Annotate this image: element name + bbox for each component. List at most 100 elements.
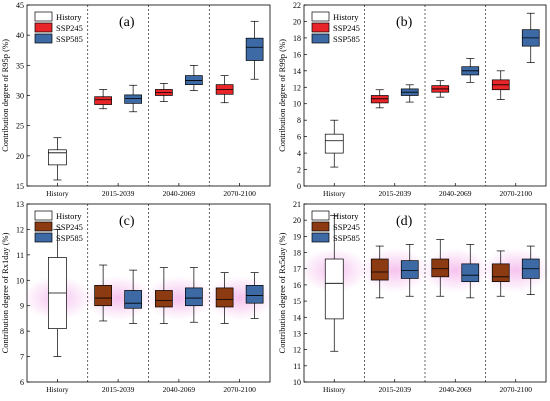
x-tick-label: 2070-2100 <box>500 189 533 198</box>
box-body <box>461 263 480 283</box>
y-tick-label: 2 <box>297 166 301 175</box>
box-ssp245-2040-2069 <box>155 83 173 102</box>
box-ssp585-2040-2069 <box>461 58 480 83</box>
x-tick-label: 2015-2039 <box>102 385 135 394</box>
y-tick-label: 18 <box>293 249 301 258</box>
box-ssp585-2015-2039 <box>124 269 142 324</box>
legend-swatch-ssp245 <box>311 221 330 232</box>
box-ssp245-2015-2039 <box>370 89 389 109</box>
y-tick-label: 10 <box>293 378 301 387</box>
y-tick-label: 25 <box>16 122 24 131</box>
legend-swatch-ssp585 <box>311 232 330 243</box>
y-tick-label: 40 <box>16 31 24 40</box>
panel-label: (b) <box>396 15 413 30</box>
legend-swatch-ssp585 <box>311 33 330 44</box>
y-tick-label: 10 <box>293 100 301 109</box>
y-tick-label: 16 <box>293 50 301 59</box>
y-tick-label: 30 <box>16 92 24 101</box>
box-ssp585-2070-2100 <box>521 12 540 63</box>
y-tick-label: 10 <box>16 276 24 285</box>
box-ssp245-2015-2039 <box>94 264 112 322</box>
box-ssp245-2040-2069 <box>431 80 450 98</box>
x-tick-label: 2070-2100 <box>223 189 256 198</box>
box-body <box>94 285 112 307</box>
box-ssp245-2070-2100 <box>491 70 510 100</box>
box-ssp585-2040-2069 <box>185 267 203 323</box>
box-ssp245-2015-2039 <box>94 89 112 110</box>
legend-swatch-history <box>311 11 330 22</box>
box-body <box>245 37 264 61</box>
panel-d: 10 11 12 13 14 15 16 17 18 19 20 21 History 2015-2039… <box>277 200 550 394</box>
y-tick-label: 4 <box>297 149 301 158</box>
legend-swatch-ssp585 <box>34 232 53 243</box>
x-tick-label: 2070-2100 <box>223 385 256 394</box>
x-tick-label: History <box>323 189 346 198</box>
legend-swatch-ssp585 <box>34 33 53 44</box>
y-tick-label: 0 <box>297 182 301 191</box>
box-history-history <box>48 229 67 357</box>
box-ssp245-2070-2100 <box>491 250 510 297</box>
y-tick-label: 11 <box>16 251 24 260</box>
box-ssp245-2040-2069 <box>155 267 173 324</box>
legend-label-ssp585: SSP585 <box>56 233 83 243</box>
legend-label-ssp245: SSP245 <box>333 222 360 232</box>
legend-swatch-ssp245 <box>311 22 330 33</box>
y-axis-label: Contribution degree of Rx1day (%) <box>0 232 10 353</box>
box-ssp585-2015-2039 <box>400 244 419 297</box>
box-ssp245-2070-2100 <box>215 75 234 104</box>
box-ssp585-2040-2069 <box>185 64 203 92</box>
y-tick-label: 35 <box>16 61 24 70</box>
box-ssp585-2070-2100 <box>245 272 264 319</box>
legend-label-history: History <box>333 211 359 221</box>
legend-swatch-history <box>311 210 330 221</box>
box-body <box>94 96 112 105</box>
y-tick-label: 20 <box>293 216 301 225</box>
y-tick-label: 8 <box>20 327 24 336</box>
y-tick-label: 8 <box>297 116 301 125</box>
y-tick-label: 17 <box>293 265 301 274</box>
box-body <box>324 133 344 154</box>
box-ssp585-2015-2039 <box>124 84 142 113</box>
legend-label-history: History <box>56 12 82 22</box>
legend-label-ssp245: SSP245 <box>56 222 83 232</box>
y-axis-label: Contribution degree of R99p (%) <box>277 39 287 152</box>
x-tick-label: 2040-2069 <box>163 189 196 198</box>
legend-swatch-ssp245 <box>34 221 53 232</box>
y-tick-label: 13 <box>16 200 24 209</box>
y-tick-label: 6 <box>20 378 24 387</box>
box-body <box>124 94 142 104</box>
box-body <box>324 258 344 320</box>
y-tick-label: 14 <box>293 313 301 322</box>
box-body <box>400 260 419 279</box>
box-body <box>245 285 264 304</box>
y-tick-label: 13 <box>293 329 301 338</box>
highlight-glow <box>144 276 213 321</box>
legend-label-ssp245: SSP245 <box>56 23 83 33</box>
x-tick-label: 2015-2039 <box>102 189 135 198</box>
x-tick-label: History <box>323 385 346 394</box>
y-tick-label: 12 <box>293 346 301 355</box>
x-tick-label: History <box>46 189 69 198</box>
y-tick-label: 9 <box>20 302 24 311</box>
legend-label-ssp585: SSP585 <box>333 34 360 44</box>
y-tick-label: 12 <box>293 83 301 92</box>
x-tick-label: 2040-2069 <box>439 385 472 394</box>
y-tick-label: 15 <box>16 182 24 191</box>
box-ssp585-2070-2100 <box>245 20 264 80</box>
box-body <box>185 287 203 307</box>
x-tick-label: History <box>46 385 69 394</box>
box-history-history <box>324 119 344 168</box>
box-body <box>155 290 173 308</box>
y-tick-label: 11 <box>293 362 301 371</box>
box-ssp585-2070-2100 <box>521 245 540 295</box>
y-tick-label: 12 <box>16 225 24 234</box>
box-ssp245-2040-2069 <box>431 239 450 297</box>
x-tick-label: 2015-2039 <box>379 385 412 394</box>
y-tick-label: 20 <box>293 17 301 26</box>
x-tick-label: 2040-2069 <box>439 189 472 198</box>
legend-swatch-history <box>34 210 53 221</box>
box-body <box>491 263 510 283</box>
x-tick-label: 2040-2069 <box>163 385 196 394</box>
box-body <box>370 95 389 104</box>
